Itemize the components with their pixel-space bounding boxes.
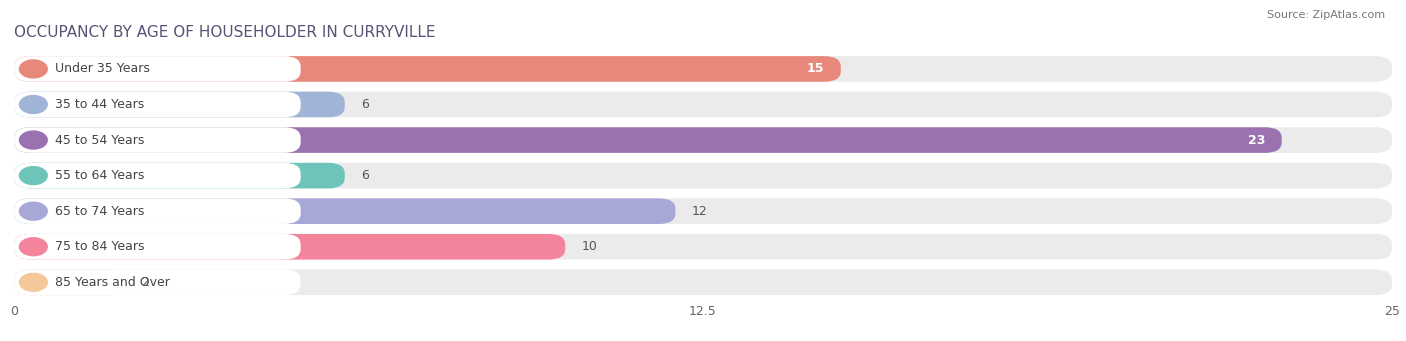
- FancyBboxPatch shape: [14, 163, 344, 189]
- FancyBboxPatch shape: [14, 163, 301, 189]
- FancyBboxPatch shape: [14, 234, 301, 260]
- Text: OCCUPANCY BY AGE OF HOUSEHOLDER IN CURRYVILLE: OCCUPANCY BY AGE OF HOUSEHOLDER IN CURRY…: [14, 25, 436, 40]
- Text: Under 35 Years: Under 35 Years: [55, 62, 150, 75]
- Text: 12: 12: [692, 205, 707, 218]
- Text: 2: 2: [141, 276, 149, 289]
- FancyBboxPatch shape: [14, 234, 1392, 260]
- Circle shape: [20, 60, 48, 78]
- FancyBboxPatch shape: [14, 92, 301, 117]
- Text: 15: 15: [807, 62, 824, 75]
- Text: Source: ZipAtlas.com: Source: ZipAtlas.com: [1267, 10, 1385, 20]
- Circle shape: [20, 167, 48, 184]
- Text: 55 to 64 Years: 55 to 64 Years: [55, 169, 145, 182]
- FancyBboxPatch shape: [14, 56, 841, 82]
- FancyBboxPatch shape: [14, 56, 1392, 82]
- Text: 45 to 54 Years: 45 to 54 Years: [55, 134, 145, 147]
- FancyBboxPatch shape: [14, 163, 1392, 189]
- Circle shape: [20, 131, 48, 149]
- Text: 6: 6: [361, 98, 370, 111]
- FancyBboxPatch shape: [14, 127, 301, 153]
- Text: 6: 6: [361, 169, 370, 182]
- FancyBboxPatch shape: [14, 269, 124, 295]
- Text: 85 Years and Over: 85 Years and Over: [55, 276, 170, 289]
- FancyBboxPatch shape: [14, 127, 1282, 153]
- Text: 23: 23: [1247, 134, 1265, 147]
- FancyBboxPatch shape: [14, 198, 301, 224]
- Circle shape: [20, 95, 48, 114]
- FancyBboxPatch shape: [14, 127, 1392, 153]
- FancyBboxPatch shape: [14, 198, 675, 224]
- FancyBboxPatch shape: [14, 198, 1392, 224]
- FancyBboxPatch shape: [14, 269, 1392, 295]
- Text: 75 to 84 Years: 75 to 84 Years: [55, 240, 145, 253]
- Text: 10: 10: [582, 240, 598, 253]
- FancyBboxPatch shape: [14, 92, 1392, 117]
- Circle shape: [20, 238, 48, 256]
- FancyBboxPatch shape: [14, 234, 565, 260]
- FancyBboxPatch shape: [14, 56, 301, 82]
- FancyBboxPatch shape: [14, 92, 344, 117]
- Circle shape: [20, 273, 48, 291]
- Text: 65 to 74 Years: 65 to 74 Years: [55, 205, 145, 218]
- FancyBboxPatch shape: [14, 269, 301, 295]
- Text: 35 to 44 Years: 35 to 44 Years: [55, 98, 145, 111]
- Circle shape: [20, 202, 48, 220]
